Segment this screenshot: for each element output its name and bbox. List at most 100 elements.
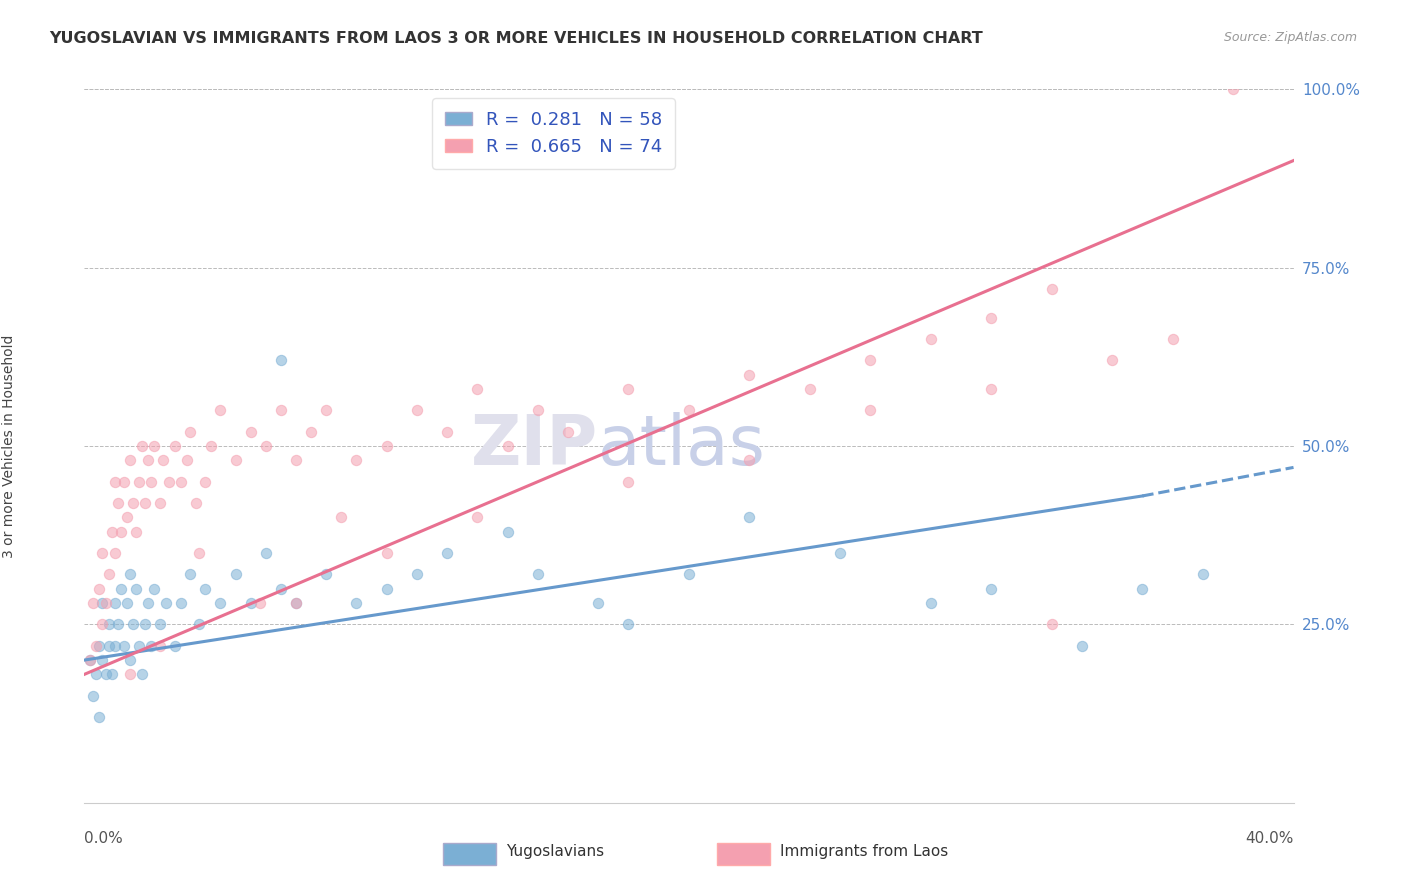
Point [94, 596, 117, 610]
Point [134, 496, 156, 510]
Point [136, 453, 159, 467]
Point [89, 582, 111, 596]
Point [799, 382, 821, 396]
Point [225, 567, 247, 582]
Point [194, 475, 217, 489]
Point [406, 403, 429, 417]
Text: 3 or more Vehicles in Household: 3 or more Vehicles in Household [1, 334, 15, 558]
Point [115, 596, 138, 610]
Point [165, 639, 187, 653]
Point [980, 382, 1002, 396]
Point [254, 439, 277, 453]
Point [104, 475, 127, 489]
Point [249, 596, 271, 610]
Point [346, 453, 368, 467]
Point [142, 582, 165, 596]
Point [920, 596, 942, 610]
Point [91, 546, 114, 560]
Point [1101, 353, 1123, 368]
Point [131, 439, 153, 453]
Text: Immigrants from Laos: Immigrants from Laos [780, 845, 949, 859]
Text: YUGOSLAVIAN VS IMMIGRANTS FROM LAOS 3 OR MORE VEHICLES IN HOUSEHOLD CORRELATION : YUGOSLAVIAN VS IMMIGRANTS FROM LAOS 3 OR… [49, 31, 983, 46]
Point [239, 596, 262, 610]
Point [200, 439, 222, 453]
Point [980, 310, 1002, 325]
Point [110, 582, 132, 596]
Point [176, 453, 198, 467]
Point [678, 403, 700, 417]
Point [118, 653, 141, 667]
Point [179, 425, 201, 439]
Point [107, 496, 129, 510]
Point [270, 403, 292, 417]
Point [149, 639, 172, 653]
Point [104, 546, 127, 560]
Point [315, 403, 337, 417]
Point [149, 496, 172, 510]
Point [188, 617, 211, 632]
Point [285, 596, 308, 610]
Point [738, 453, 761, 467]
Point [678, 567, 700, 582]
Point [738, 368, 761, 382]
Point [617, 382, 640, 396]
Point [527, 403, 550, 417]
Point [496, 524, 519, 539]
Point [375, 439, 398, 453]
Point [1192, 567, 1215, 582]
Point [209, 403, 232, 417]
Point [170, 475, 193, 489]
Point [82, 689, 104, 703]
Point [100, 667, 122, 681]
Point [186, 496, 208, 510]
Point [170, 596, 193, 610]
Point [375, 582, 398, 596]
Point [557, 425, 579, 439]
Point [118, 567, 141, 582]
Point [125, 582, 148, 596]
Text: Source: ZipAtlas.com: Source: ZipAtlas.com [1223, 31, 1357, 45]
Point [97, 639, 120, 653]
Point [738, 510, 761, 524]
Point [617, 617, 640, 632]
Text: ZIP: ZIP [471, 412, 599, 480]
Legend: R =  0.281   N = 58, R =  0.665   N = 74: R = 0.281 N = 58, R = 0.665 N = 74 [432, 98, 675, 169]
Point [97, 567, 120, 582]
Point [1040, 617, 1063, 632]
Point [1132, 582, 1154, 596]
Point [136, 596, 159, 610]
Point [118, 453, 141, 467]
Text: Yugoslavians: Yugoslavians [506, 845, 605, 859]
Point [91, 596, 114, 610]
Point [225, 453, 247, 467]
Point [194, 582, 217, 596]
Text: atlas: atlas [599, 412, 766, 480]
Point [155, 596, 177, 610]
Point [299, 425, 322, 439]
Point [209, 596, 232, 610]
Point [152, 453, 174, 467]
Point [375, 546, 398, 560]
Point [104, 639, 127, 653]
Point [139, 639, 162, 653]
Point [128, 475, 150, 489]
Point [86, 639, 108, 653]
Point [89, 639, 111, 653]
Point [89, 710, 111, 724]
Point [270, 582, 292, 596]
Point [125, 524, 148, 539]
Point [121, 617, 143, 632]
Point [142, 439, 165, 453]
Point [115, 510, 138, 524]
Point [79, 653, 101, 667]
Point [91, 617, 114, 632]
Point [1040, 282, 1063, 296]
Point [1161, 332, 1184, 346]
Point [1071, 639, 1094, 653]
Point [139, 475, 162, 489]
Point [980, 582, 1002, 596]
Point [830, 546, 852, 560]
Point [527, 567, 550, 582]
Point [617, 475, 640, 489]
Point [128, 639, 150, 653]
